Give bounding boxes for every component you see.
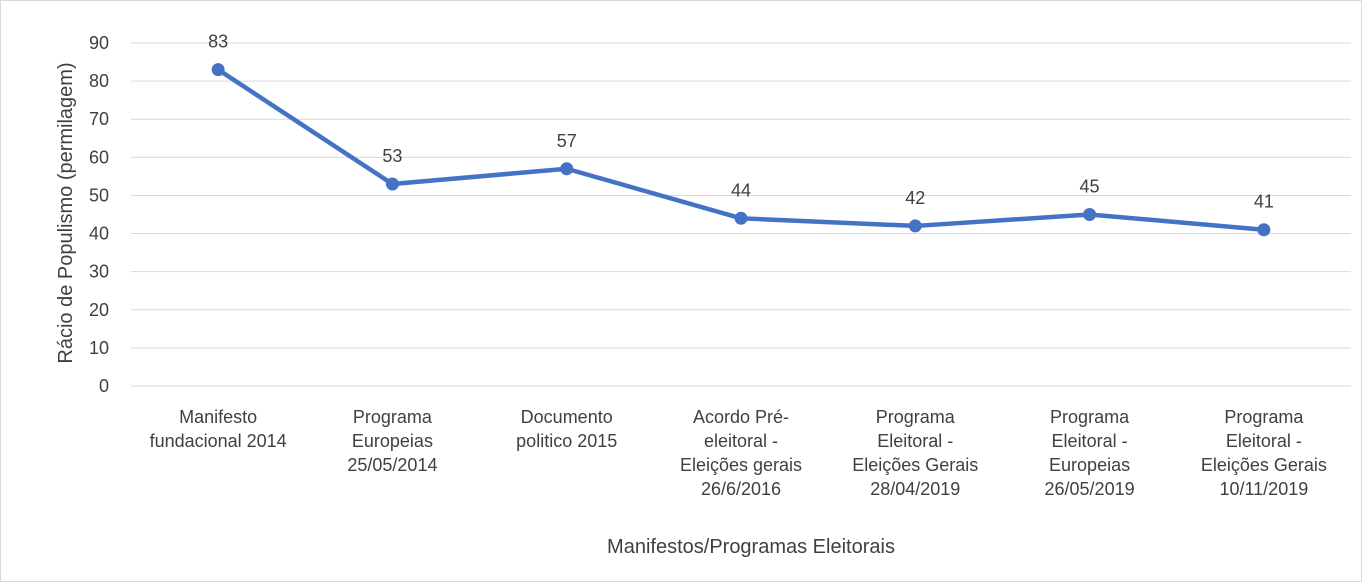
series-line	[215, 67, 1267, 232]
y-tick-label: 70	[89, 109, 109, 129]
y-tick-label: 30	[89, 262, 109, 282]
data-point	[560, 162, 574, 176]
data-point	[734, 211, 748, 225]
data-point	[1083, 208, 1097, 221]
y-tick-label: 50	[89, 185, 109, 205]
x-tick-label: Programa Europeias 25/05/2014	[347, 407, 437, 475]
y-tick-label: 80	[89, 71, 109, 91]
data-label: 42	[905, 188, 925, 208]
y-tick-label: 0	[99, 376, 109, 396]
x-tick-label: Documento politico 2015	[516, 407, 617, 451]
x-tick-label: Programa Eleitoral -Eleições Gerais 28/04/…	[852, 407, 978, 499]
x-tick-label: Manifesto fundacional 2014	[150, 407, 287, 451]
y-tick-label: 90	[89, 33, 109, 53]
y-tick-label: 60	[89, 147, 109, 167]
x-tick-label: Acordo Pré-eleitoral -Eleições gerais 26/…	[680, 407, 802, 499]
x-tick-label: Programa Eleitoral -Eleições Gerais 10/11/…	[1201, 407, 1327, 499]
y-tick-label: 10	[89, 338, 109, 358]
data-label: 44	[731, 180, 751, 200]
data-point	[385, 177, 399, 191]
data-label: 57	[557, 131, 577, 151]
x-axis-title: Manifestos/Programas Eleitorais	[607, 536, 895, 558]
data-label: 45	[1080, 177, 1100, 197]
x-tick-label: Programa Eleitoral -Europeias 26/05/2019	[1045, 407, 1135, 499]
y-axis-tick-labels: 0 10 20 30 40 50 60 70 80 90	[89, 33, 109, 396]
data-label: 41	[1254, 192, 1274, 212]
data-point	[1257, 223, 1271, 237]
data-label: 53	[382, 146, 402, 166]
data-point	[908, 219, 922, 233]
data-labels: 83 53 57 44 42 45 41	[208, 32, 1274, 212]
y-tick-label: 20	[89, 300, 109, 320]
data-label: 83	[208, 32, 228, 52]
y-tick-label: 40	[89, 224, 109, 244]
x-axis-tick-labels: Manifesto fundacional 2014 Programa Europei…	[150, 407, 1327, 499]
y-axis-title: Rácio de Populismo (permilagem)	[55, 62, 77, 363]
data-point	[211, 63, 225, 77]
gridlines	[131, 42, 1351, 387]
data-points	[211, 63, 1271, 237]
